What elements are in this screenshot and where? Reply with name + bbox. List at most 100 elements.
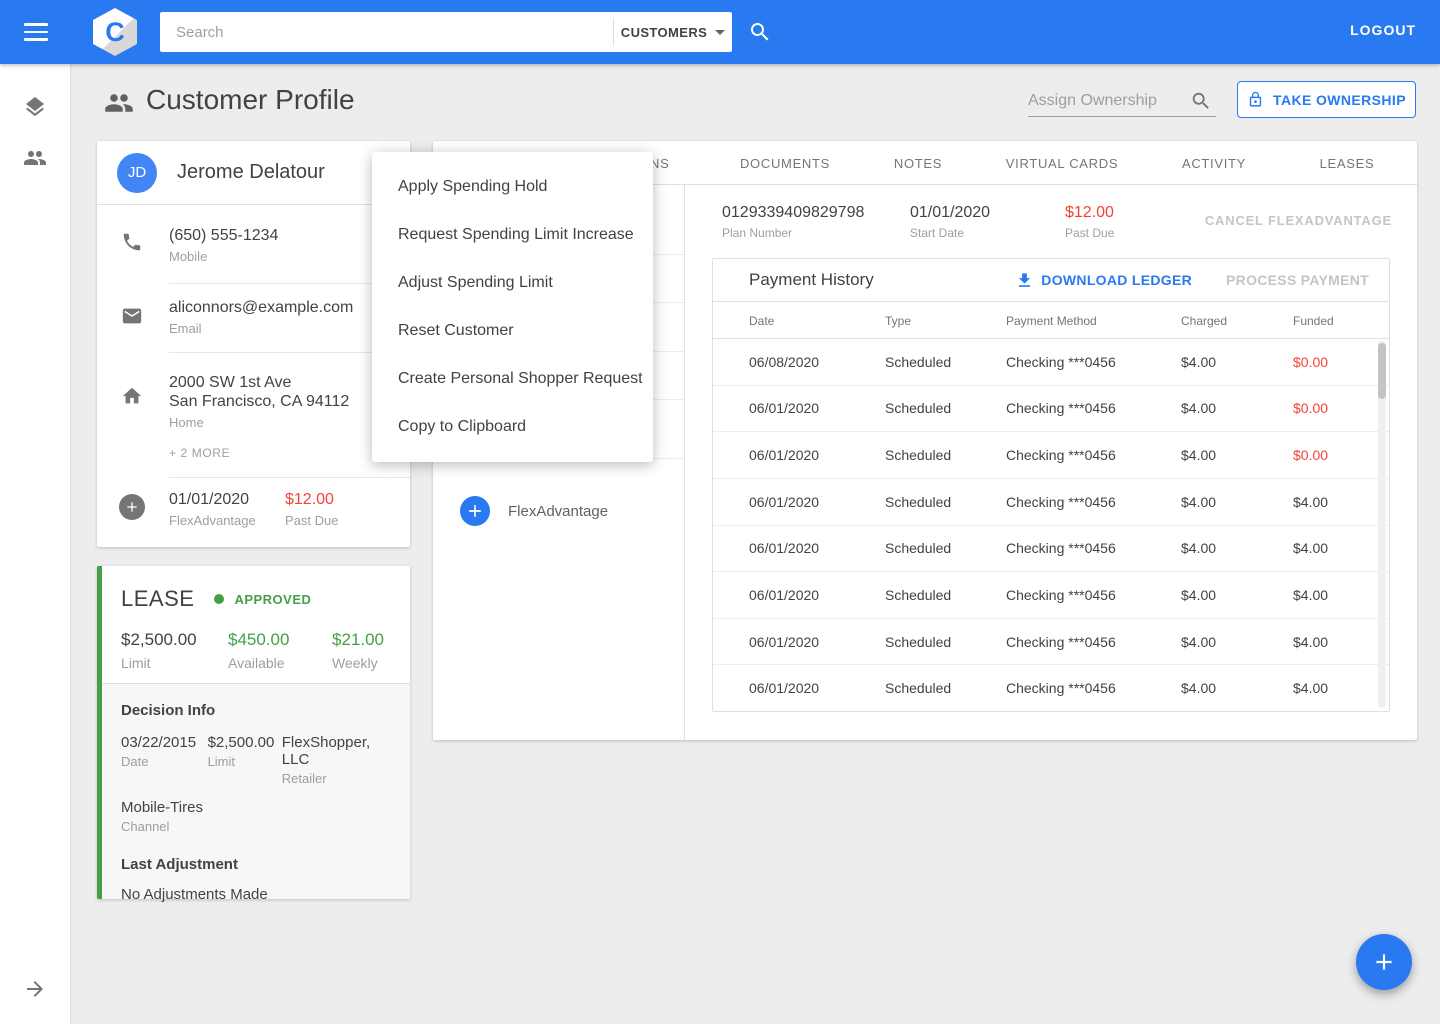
table-row: 06/01/2020 Scheduled Checking ***0456 $4.00… xyxy=(713,479,1389,526)
global-search: CUSTOMERS xyxy=(160,12,732,52)
search-scope-dropdown[interactable]: CUSTOMERS xyxy=(614,25,732,40)
scrollbar-thumb[interactable] xyxy=(1378,343,1386,399)
menu-item-create-personal-shopper-request[interactable]: Create Personal Shopper Request xyxy=(398,370,643,387)
plus-icon xyxy=(1376,954,1392,970)
home-icon xyxy=(121,385,143,407)
menu-item-reset-customer[interactable]: Reset Customer xyxy=(398,322,514,339)
tab-notes[interactable]: NOTES xyxy=(893,156,943,171)
phone-label: Mobile xyxy=(169,249,208,264)
table-row: 06/08/2020 Scheduled Checking ***0456 $4.00… xyxy=(713,339,1389,386)
process-payment-button[interactable]: PROCESS PAYMENT xyxy=(1226,272,1369,288)
last-adjustment-title: Last Adjustment xyxy=(121,856,238,873)
page-title: Customer Profile xyxy=(146,84,355,115)
search-icon[interactable] xyxy=(748,20,772,44)
address-row: 2000 SW 1st Ave San Francisco, CA 94112 … xyxy=(97,352,410,477)
cancel-flexadvantage-button[interactable]: CANCEL FLEXADVANTAGE xyxy=(1204,213,1392,228)
download-ledger-button[interactable]: DOWNLOAD LEDGER xyxy=(1015,271,1192,290)
take-ownership-button[interactable]: TAKE OWNERSHIP xyxy=(1237,81,1416,118)
left-rail xyxy=(0,64,70,1024)
email-icon xyxy=(121,305,143,327)
customer-actions-menu: Apply Spending Hold Request Spending Lim… xyxy=(372,152,653,462)
add-fab-button[interactable] xyxy=(1356,934,1412,990)
tab-virtual-cards[interactable]: VIRTUAL CARDS xyxy=(1005,156,1119,171)
tab-leases[interactable]: LEASES xyxy=(1319,156,1375,171)
lease-stat-weekly: $21.00 Weekly xyxy=(332,630,384,671)
column-date: Date xyxy=(749,314,775,328)
add-flexadvantage-row[interactable]: FlexAdvantage xyxy=(433,491,684,531)
plan-number-field: 0129339409829798 Plan Number xyxy=(722,204,865,240)
assign-ownership-input[interactable] xyxy=(1028,86,1178,116)
menu-item-adjust-spending-limit[interactable]: Adjust Spending Limit xyxy=(398,274,553,291)
decision-limit: $2,500.00 Limit xyxy=(207,734,275,769)
menu-item-request-spending-limit-increase[interactable]: Request Spending Limit Increase xyxy=(398,226,634,243)
divider xyxy=(169,283,410,284)
tab-documents[interactable]: DOCUMENTS xyxy=(739,156,831,171)
past-due-amount: $12.00 xyxy=(285,491,334,508)
arrow-forward-icon[interactable] xyxy=(23,977,47,1001)
table-row: 06/01/2020 Scheduled Checking ***0456 $4.00… xyxy=(713,526,1389,573)
tab-partially-hidden[interactable]: NS xyxy=(650,156,670,171)
assign-ownership-field xyxy=(1028,86,1216,117)
table-header: Date Type Payment Method Charged Funded xyxy=(713,302,1389,339)
menu-icon[interactable] xyxy=(24,23,48,41)
tab-activity[interactable]: ACTIVITY xyxy=(1181,156,1247,171)
address-label: Home xyxy=(169,415,204,430)
column-charged: Charged xyxy=(1181,314,1228,328)
table-row: 06/01/2020 Scheduled Checking ***0456 $4.00… xyxy=(713,619,1389,666)
payment-history-title: Payment History xyxy=(749,270,874,289)
past-due-label: Past Due xyxy=(285,513,339,528)
more-addresses-button[interactable]: + 2 MORE xyxy=(169,446,231,460)
email-value: aliconnors@example.com xyxy=(169,299,354,316)
search-input[interactable] xyxy=(160,23,613,41)
decision-info-section: Decision Info 03/22/2015 Date $2,500.00 … xyxy=(102,683,410,903)
decision-channel: Mobile-Tires Channel xyxy=(121,799,203,834)
search-scope-label: CUSTOMERS xyxy=(620,24,708,40)
payment-history-card: Payment History DOWNLOAD LEDGER PROCESS … xyxy=(712,258,1390,712)
decision-info-title: Decision Info xyxy=(121,702,216,719)
plan-detail-panel: 0129339409829798 Plan Number 01/01/2020 … xyxy=(685,185,1417,740)
add-icon[interactable] xyxy=(119,494,145,520)
column-type: Type xyxy=(885,314,912,328)
decision-retailer: FlexShopper, LLC Retailer xyxy=(281,734,371,786)
menu-item-copy-to-clipboard[interactable]: Copy to Clipboard xyxy=(398,418,527,435)
app-logo: C xyxy=(93,8,137,56)
add-icon[interactable] xyxy=(460,496,490,526)
address-line1: 2000 SW 1st Ave xyxy=(169,374,292,391)
logout-button[interactable]: LOGOUT xyxy=(1350,22,1416,38)
people-icon[interactable] xyxy=(23,146,47,170)
column-funded: Funded xyxy=(1293,314,1334,328)
lease-stat-available: $450.00 Available xyxy=(228,630,290,671)
logo-letter: C xyxy=(105,16,125,47)
table-row: 06/01/2020 Scheduled Checking ***0456 $4.00… xyxy=(749,680,1329,697)
plan-date-label: FlexAdvantage xyxy=(169,513,256,528)
search-icon[interactable] xyxy=(1190,90,1212,112)
last-adjustment-value: No Adjustments Made xyxy=(121,886,268,903)
layers-icon[interactable] xyxy=(23,95,47,119)
flexadvantage-summary-row: 01/01/2020 FlexAdvantage $12.00 Past Due xyxy=(97,477,410,547)
scrollbar[interactable] xyxy=(1378,341,1386,708)
table-row: 06/01/2020 Scheduled Checking ***0456 $4.00… xyxy=(713,432,1389,479)
take-ownership-label: TAKE OWNERSHIP xyxy=(1273,91,1406,108)
top-app-bar: C CUSTOMERS LOGOUT xyxy=(0,0,1440,64)
table-row: 06/01/2020 Scheduled Checking ***0456 $4.00… xyxy=(713,572,1389,619)
start-date-field: 01/01/2020 Start Date xyxy=(910,204,991,240)
plan-date: 01/01/2020 xyxy=(169,491,250,508)
menu-item-apply-spending-hold[interactable]: Apply Spending Hold xyxy=(398,178,548,195)
customer-card: JD Jerome Delatour (650) 555-1234 Mobile… xyxy=(97,141,410,547)
decision-date: 03/22/2015 Date xyxy=(121,734,197,769)
column-payment-method: Payment Method xyxy=(1006,314,1097,328)
lease-stat-limit: $2,500.00 Limit xyxy=(121,630,197,671)
avatar: JD xyxy=(117,152,157,193)
divider xyxy=(169,352,410,353)
tab-bar: NS DOCUMENTS NOTES VIRTUAL CARDS ACTIVIT… xyxy=(433,141,1417,185)
people-icon xyxy=(104,88,134,118)
email-label: Email xyxy=(169,321,202,336)
add-flexadvantage-label: FlexAdvantage xyxy=(508,502,609,520)
status-dot-icon xyxy=(214,594,225,604)
payment-rows: 06/08/2020 Scheduled Checking ***0456 $4.00… xyxy=(713,339,1389,711)
lease-title: LEASE xyxy=(121,586,195,611)
email-row: aliconnors@example.com Email xyxy=(97,283,410,352)
customer-card-header: JD Jerome Delatour xyxy=(97,141,410,205)
download-ledger-label: DOWNLOAD LEDGER xyxy=(1041,272,1193,288)
